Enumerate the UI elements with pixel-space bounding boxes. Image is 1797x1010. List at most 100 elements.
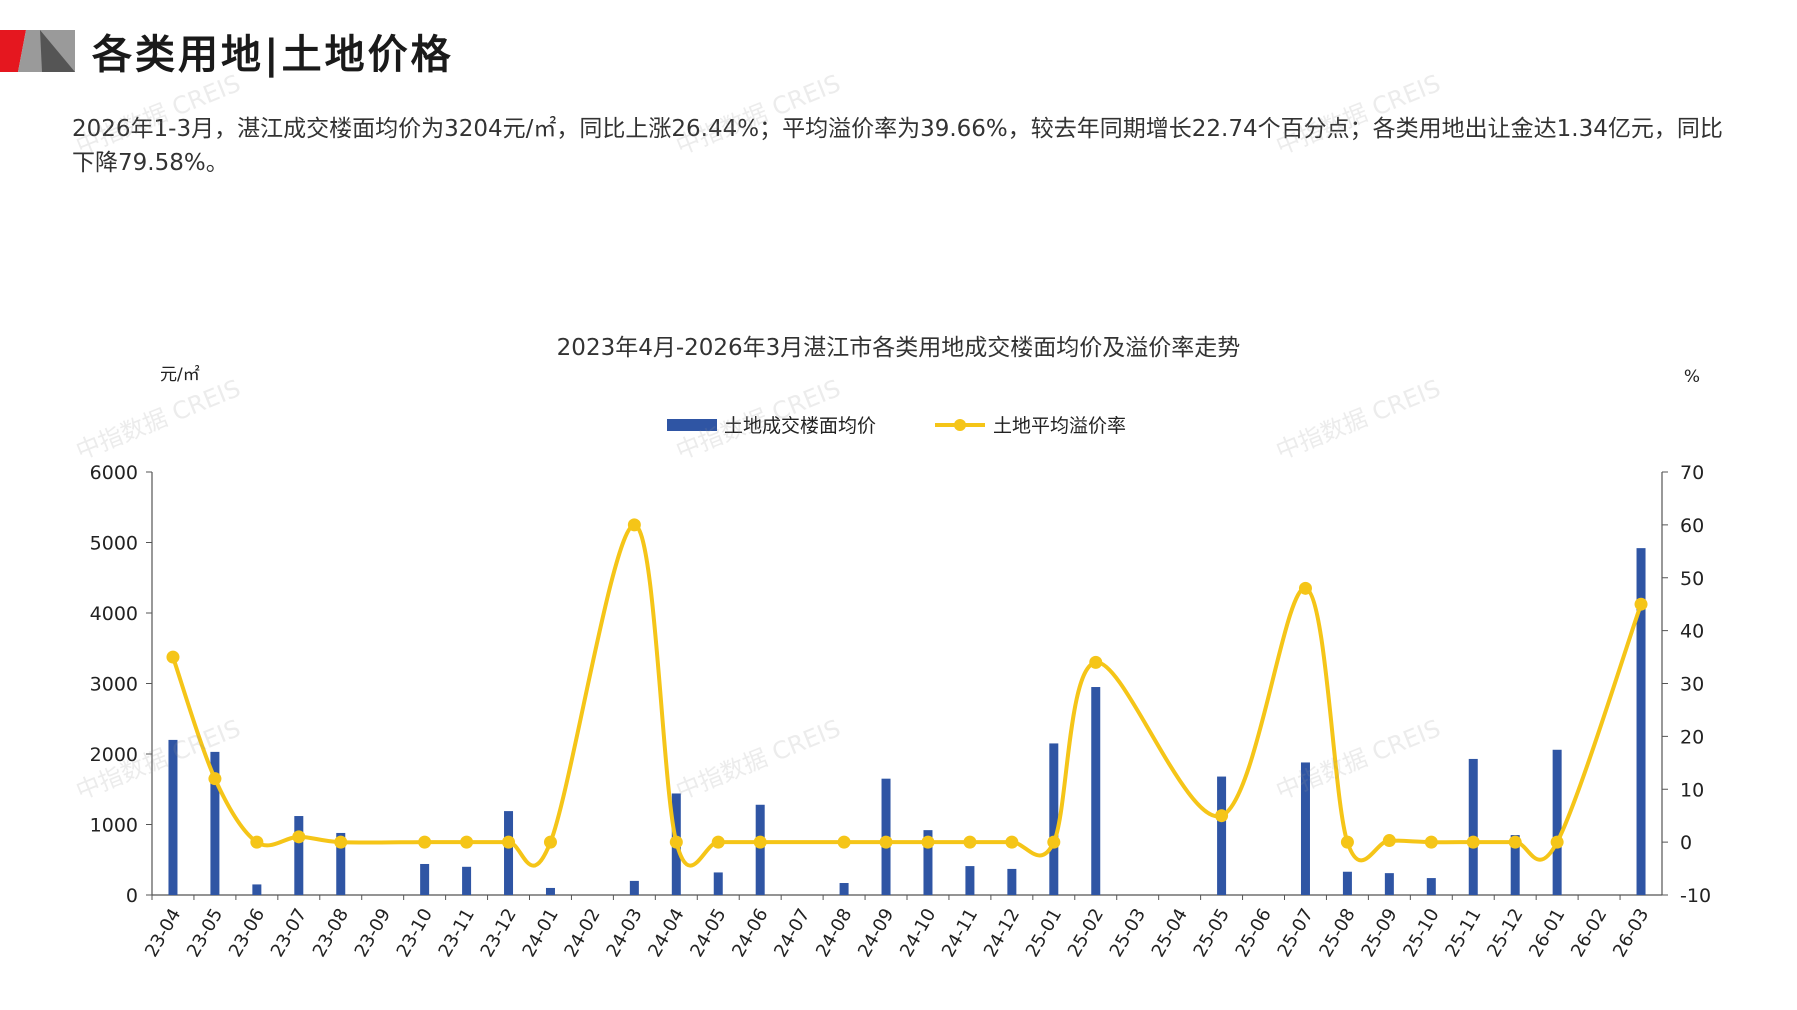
- right-tick-label: 60: [1680, 515, 1704, 537]
- bar: [1007, 868, 1017, 895]
- line-point: [1215, 809, 1229, 823]
- bar: [504, 811, 514, 895]
- bar: [965, 866, 975, 895]
- bar: [252, 884, 262, 895]
- right-tick-label: 30: [1680, 674, 1704, 696]
- line-point: [711, 835, 725, 849]
- line-point: [837, 835, 851, 849]
- line-point: [418, 835, 432, 849]
- bar: [1468, 758, 1478, 895]
- left-tick-label: 1000: [90, 815, 138, 837]
- line-point: [627, 518, 641, 532]
- left-tick-label: 2000: [90, 744, 138, 766]
- left-tick-label: 0: [126, 885, 138, 907]
- bar: [1426, 878, 1436, 895]
- line-point: [502, 835, 516, 849]
- bar: [1091, 687, 1101, 895]
- right-tick-label: 20: [1680, 726, 1704, 748]
- left-tick-label: 6000: [90, 462, 138, 484]
- left-axis-unit: 元/㎡: [160, 365, 200, 385]
- x-tick-label: 25-01: [1022, 905, 1066, 961]
- legend-bar-label: 土地成交楼面均价: [724, 415, 876, 437]
- line-point: [921, 835, 935, 849]
- line-point: [1550, 835, 1564, 849]
- legend-line-label: 土地平均溢价率: [993, 415, 1126, 437]
- line-point: [460, 835, 474, 849]
- chart-container: 2023年4月-2026年3月湛江市各类用地成交楼面均价及溢价率走势 0 1000…: [0, 300, 1797, 1010]
- x-tick-label: 23-04: [141, 905, 185, 961]
- left-tick-label: 5000: [90, 533, 138, 555]
- right-axis-unit: %: [1684, 367, 1700, 387]
- bar: [420, 863, 430, 895]
- line-point: [208, 772, 222, 786]
- bar: [1049, 743, 1059, 895]
- bar: [294, 816, 304, 895]
- right-tick-label: 70: [1680, 462, 1704, 484]
- bar: [1217, 776, 1227, 895]
- legend-bar-swatch: [667, 419, 717, 431]
- line-point: [1424, 835, 1438, 849]
- summary-text: 2026年1-3月，湛江成交楼面均价为3204元/㎡，同比上涨26.44%；平均…: [72, 116, 1723, 176]
- chart-title: 2023年4月-2026年3月湛江市各类用地成交楼面均价及溢价率走势: [556, 335, 1241, 361]
- x-tick-label: 24-07: [770, 905, 814, 961]
- x-tick-label: 25-09: [1357, 905, 1401, 961]
- x-tick-label: 24-04: [644, 905, 688, 961]
- line-point: [1508, 835, 1522, 849]
- x-tick-label: 25-12: [1483, 905, 1527, 961]
- bar: [923, 830, 933, 895]
- line-point: [1340, 835, 1354, 849]
- line-point: [1047, 835, 1061, 849]
- bar: [545, 887, 555, 895]
- x-tick-label: 24-09: [854, 905, 898, 961]
- right-tick-label: 40: [1680, 621, 1704, 643]
- bar: [462, 866, 472, 895]
- bar: [755, 804, 765, 895]
- x-tick-label: 25-04: [1148, 905, 1192, 961]
- legend-line-marker: [954, 419, 966, 431]
- page-title: 各类用地|土地价格: [92, 32, 454, 78]
- x-tick-label: 24-05: [686, 905, 730, 961]
- x-tick-label: 24-01: [518, 905, 562, 961]
- x-tick-label: 25-02: [1064, 905, 1108, 961]
- x-tick-label: 23-11: [435, 905, 479, 961]
- line-point: [1005, 835, 1019, 849]
- x-tick-label: 24-11: [938, 905, 982, 961]
- bar: [629, 880, 639, 895]
- logo-dark-block: [40, 30, 75, 72]
- right-tick-label: 10: [1680, 779, 1704, 801]
- x-tick-label: 24-10: [896, 905, 940, 961]
- x-tick-label: 24-08: [812, 905, 856, 961]
- x-tick-label: 23-05: [183, 905, 227, 961]
- bar: [1384, 873, 1394, 895]
- line-point: [1298, 581, 1312, 595]
- x-tick-label: 24-12: [980, 905, 1024, 961]
- bar: [1342, 871, 1352, 895]
- chart-svg: 0 1000 2000 3000 4000 5000 6000 -10 0 10 20 30 40 50 6…: [90, 365, 1711, 961]
- right-tick-label: -10: [1680, 885, 1711, 907]
- bar: [336, 832, 346, 895]
- line-point: [543, 835, 557, 849]
- line-point: [292, 830, 306, 844]
- bar: [1636, 548, 1646, 895]
- premium-rate-line: [171, 522, 1643, 868]
- x-tick-label: 23-07: [267, 905, 311, 961]
- x-tick-label: 25-11: [1441, 905, 1485, 961]
- right-tick-label: 0: [1680, 832, 1692, 854]
- line-point: [1466, 835, 1480, 849]
- left-tick-label: 4000: [90, 603, 138, 625]
- x-tick-label: 26-02: [1567, 905, 1611, 961]
- x-tick-label: 25-08: [1315, 905, 1359, 961]
- x-tick-label: 26-03: [1609, 905, 1653, 961]
- line-point: [250, 835, 264, 849]
- line-point: [963, 835, 977, 849]
- line-point: [166, 650, 180, 664]
- bar: [1300, 762, 1310, 895]
- logo-red-block: [0, 30, 26, 72]
- x-tick-label: 26-01: [1525, 905, 1569, 961]
- bar: [210, 751, 220, 895]
- x-tick-label: 25-07: [1273, 905, 1317, 961]
- line-point: [879, 835, 893, 849]
- x-tick-label: 23-12: [477, 905, 521, 961]
- x-tick-label: 25-10: [1399, 905, 1443, 961]
- line-point: [1089, 655, 1103, 669]
